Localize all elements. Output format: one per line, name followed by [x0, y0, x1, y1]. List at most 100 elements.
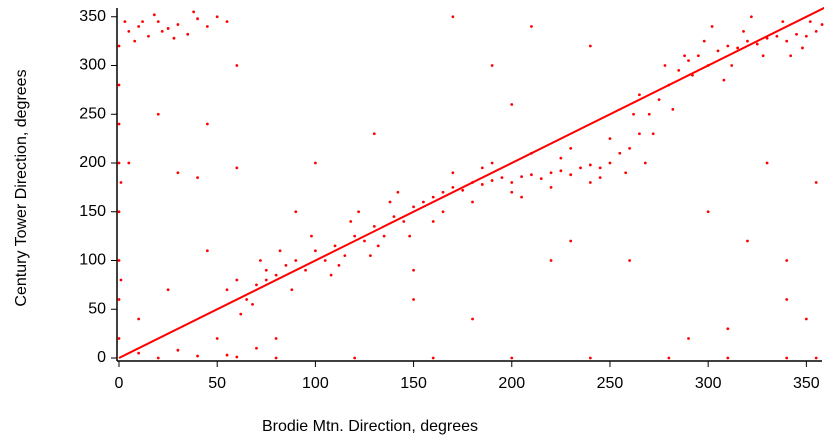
- point: [588, 44, 592, 48]
- point: [618, 151, 622, 155]
- point: [683, 54, 686, 58]
- point: [382, 234, 386, 238]
- point: [628, 146, 632, 150]
- point: [687, 59, 690, 63]
- point: [598, 166, 602, 170]
- point: [137, 317, 141, 321]
- point: [290, 288, 294, 292]
- point: [396, 190, 400, 194]
- point: [569, 239, 573, 243]
- point: [412, 268, 415, 272]
- point: [431, 220, 435, 223]
- point: [624, 171, 628, 175]
- point: [742, 29, 745, 33]
- point: [746, 239, 749, 243]
- point: [172, 36, 176, 40]
- x-tick-label: 100: [302, 375, 329, 392]
- point: [588, 163, 592, 167]
- point: [192, 10, 196, 14]
- point: [235, 166, 239, 170]
- point: [357, 210, 360, 214]
- point: [368, 254, 372, 258]
- point: [755, 42, 759, 46]
- point: [259, 259, 262, 262]
- point: [196, 17, 199, 21]
- point: [294, 210, 298, 214]
- point: [441, 210, 445, 214]
- point: [274, 337, 278, 340]
- point: [789, 54, 793, 58]
- point: [471, 200, 474, 204]
- point: [323, 259, 327, 262]
- point: [274, 356, 278, 360]
- x-tick-label: 150: [400, 375, 427, 392]
- point: [119, 278, 123, 282]
- point: [628, 259, 632, 262]
- point: [117, 161, 121, 165]
- point: [663, 64, 667, 67]
- point: [123, 20, 127, 24]
- y-tick-label: 50: [88, 300, 106, 317]
- y-tick-label: 300: [79, 57, 106, 74]
- point: [176, 23, 180, 26]
- point: [559, 169, 563, 173]
- point: [166, 27, 170, 30]
- point: [284, 263, 288, 267]
- point: [313, 249, 317, 253]
- point: [313, 161, 317, 165]
- point: [412, 298, 415, 301]
- point: [310, 234, 313, 238]
- point: [205, 25, 209, 28]
- point: [147, 34, 150, 38]
- point: [785, 39, 789, 43]
- y-tick-label: 0: [97, 349, 106, 366]
- point: [408, 234, 412, 238]
- point: [726, 356, 730, 360]
- point: [632, 112, 635, 116]
- point: [119, 181, 123, 184]
- point: [329, 273, 333, 277]
- point: [801, 46, 804, 50]
- point: [333, 244, 337, 248]
- point: [820, 23, 824, 26]
- point: [294, 259, 298, 262]
- point: [730, 64, 734, 67]
- point: [608, 137, 612, 141]
- point: [785, 298, 789, 301]
- point: [152, 13, 156, 17]
- point: [814, 181, 818, 184]
- y-tick-label: 250: [79, 105, 106, 122]
- point: [588, 181, 592, 184]
- point: [490, 64, 494, 67]
- point: [520, 175, 523, 179]
- point: [156, 356, 160, 360]
- point: [726, 44, 730, 48]
- y-tick-label: 350: [79, 8, 106, 25]
- x-tick-label: 350: [793, 375, 820, 392]
- point: [127, 29, 131, 33]
- point: [814, 356, 818, 360]
- point: [239, 312, 243, 316]
- point: [117, 122, 121, 126]
- point: [196, 176, 199, 180]
- point: [451, 15, 455, 19]
- point: [451, 185, 455, 189]
- point: [264, 268, 268, 272]
- point: [353, 234, 357, 238]
- y-axis-label: Century Tower Direction, degrees: [13, 69, 30, 306]
- point: [480, 166, 484, 170]
- point: [706, 210, 710, 214]
- point: [746, 39, 749, 43]
- point: [255, 283, 258, 287]
- point: [349, 220, 353, 223]
- point: [278, 249, 282, 253]
- point: [598, 176, 602, 180]
- point: [765, 161, 769, 165]
- point: [225, 20, 229, 24]
- point: [392, 215, 396, 219]
- point: [579, 166, 582, 170]
- point: [205, 249, 209, 253]
- point: [431, 195, 435, 199]
- point: [638, 132, 641, 136]
